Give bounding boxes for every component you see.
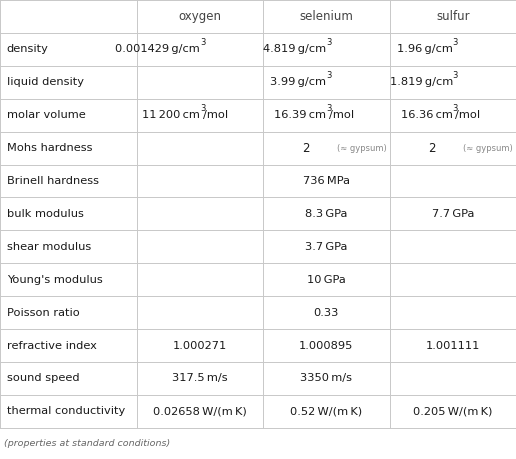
Text: /mol: /mol [329, 110, 354, 120]
Text: 0.02658 W/(m K): 0.02658 W/(m K) [153, 406, 247, 416]
Text: 1.001111: 1.001111 [426, 341, 480, 351]
Text: (≈ gypsum): (≈ gypsum) [337, 144, 386, 152]
Text: 1.000271: 1.000271 [173, 341, 227, 351]
Text: 3: 3 [453, 104, 458, 113]
Text: liquid density: liquid density [7, 77, 84, 87]
Text: bulk modulus: bulk modulus [7, 209, 84, 219]
Text: (properties at standard conditions): (properties at standard conditions) [4, 439, 170, 448]
Text: 2: 2 [428, 141, 436, 155]
Text: 3: 3 [200, 38, 205, 47]
Text: oxygen: oxygen [179, 10, 221, 23]
Text: /mol: /mol [455, 110, 480, 120]
Text: 0.33: 0.33 [314, 308, 339, 318]
Text: molar volume: molar volume [7, 110, 86, 120]
Text: 2: 2 [302, 141, 310, 155]
Text: 1.000895: 1.000895 [299, 341, 353, 351]
Text: 16.36 cm: 16.36 cm [401, 110, 453, 120]
Text: 1.819 g/cm: 1.819 g/cm [390, 77, 453, 87]
Text: 10 GPa: 10 GPa [307, 274, 346, 285]
Text: thermal conductivity: thermal conductivity [7, 406, 125, 416]
Text: 3: 3 [200, 104, 205, 113]
Text: 3.99 g/cm: 3.99 g/cm [270, 77, 326, 87]
Text: 7.7 GPa: 7.7 GPa [431, 209, 474, 219]
Text: 4.819 g/cm: 4.819 g/cm [263, 45, 326, 54]
Text: 3.7 GPa: 3.7 GPa [305, 242, 348, 252]
Text: 16.39 cm: 16.39 cm [275, 110, 326, 120]
Text: selenium: selenium [299, 10, 353, 23]
Text: /mol: /mol [202, 110, 228, 120]
Text: 3: 3 [326, 38, 332, 47]
Text: Poisson ratio: Poisson ratio [7, 308, 79, 318]
Text: 317.5 m/s: 317.5 m/s [172, 374, 228, 383]
Text: 3: 3 [326, 104, 332, 113]
Text: 3: 3 [453, 71, 458, 80]
Text: 3350 m/s: 3350 m/s [300, 374, 352, 383]
Text: 3: 3 [326, 71, 332, 80]
Text: 8.3 GPa: 8.3 GPa [305, 209, 348, 219]
Text: Mohs hardness: Mohs hardness [7, 143, 92, 153]
Text: Young's modulus: Young's modulus [7, 274, 103, 285]
Text: 3: 3 [453, 38, 458, 47]
Text: 0.001429 g/cm: 0.001429 g/cm [115, 45, 200, 54]
Text: density: density [7, 45, 49, 54]
Text: shear modulus: shear modulus [7, 242, 91, 252]
Text: sulfur: sulfur [436, 10, 470, 23]
Text: (≈ gypsum): (≈ gypsum) [463, 144, 513, 152]
Text: 0.205 W/(m K): 0.205 W/(m K) [413, 406, 492, 416]
Text: 1.96 g/cm: 1.96 g/cm [397, 45, 453, 54]
Text: 0.52 W/(m K): 0.52 W/(m K) [291, 406, 362, 416]
Text: sound speed: sound speed [7, 374, 79, 383]
Text: 736 MPa: 736 MPa [303, 176, 350, 186]
Text: refractive index: refractive index [7, 341, 96, 351]
Text: Brinell hardness: Brinell hardness [7, 176, 99, 186]
Text: 11 200 cm: 11 200 cm [142, 110, 200, 120]
